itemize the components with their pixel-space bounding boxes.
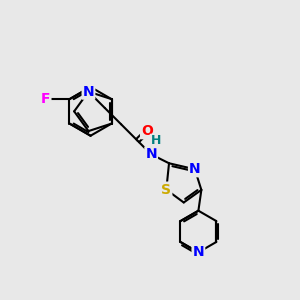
Text: N: N [83, 85, 94, 99]
Text: S: S [161, 183, 171, 196]
Text: O: O [141, 124, 153, 138]
Text: N: N [146, 147, 157, 161]
Text: H: H [151, 134, 161, 148]
Text: N: N [193, 245, 204, 259]
Text: F: F [41, 92, 50, 106]
Text: N: N [189, 162, 201, 176]
